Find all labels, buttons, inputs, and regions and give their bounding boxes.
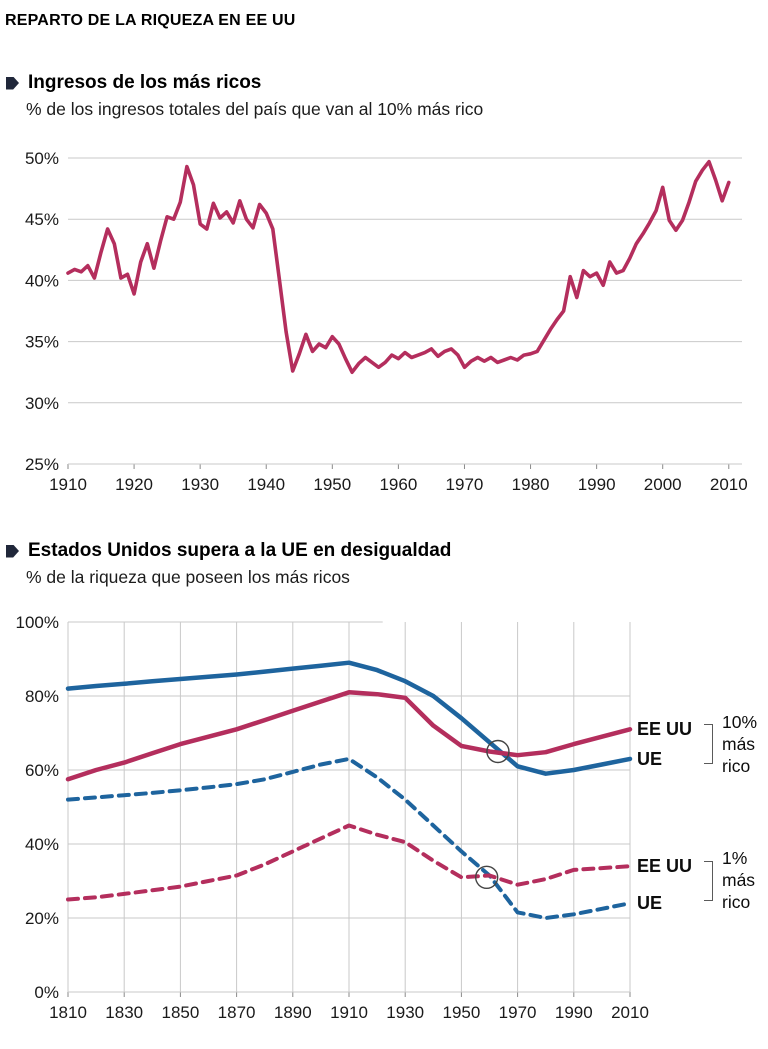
x-tick-label: 1890 (274, 1003, 312, 1022)
wealth-comparison-chart-container: 0% 20% 40% 60% 80% 100% 1810 1830 1850 1870 1890 19… (0, 610, 768, 1030)
x-tick-label: 1930 (386, 1003, 424, 1022)
y-tick-label: 40% (25, 271, 59, 290)
y-tick-label: 80% (25, 687, 59, 706)
y-tick-label: 20% (25, 909, 59, 928)
x-tick-label: 1910 (49, 475, 87, 494)
series-line-top10-wealth-ue (65, 660, 633, 776)
section-1-header: Ingresos de los más ricos (6, 72, 768, 94)
series-line-top1-wealth-eeuu (66, 823, 632, 902)
x-tick-label: 1920 (115, 475, 153, 494)
legend-top10-group-label: 10% más rico (722, 712, 758, 776)
x-tick-label: 1910 (330, 1003, 368, 1022)
legend-top10-ue-label: UE (637, 749, 663, 769)
x-tick-label: 2010 (710, 475, 748, 494)
x-tick-label: 2010 (611, 1003, 649, 1022)
section-2-title: Estados Unidos supera a la UE en desigua… (28, 540, 452, 561)
y-tick-label: 30% (25, 394, 59, 413)
x-tick-label: 1970 (446, 475, 484, 494)
series-line-top10-income-us (66, 159, 731, 374)
x-tick-label: 1810 (49, 1003, 87, 1022)
section-2-header: Estados Unidos supera a la UE en desigua… (6, 540, 768, 562)
x-tick-label: 1930 (181, 475, 219, 494)
legend-top1-ue-label: UE (637, 893, 663, 913)
y-tick-label: 0% (34, 983, 59, 1002)
y-tick-label: 60% (25, 761, 59, 780)
top10-income-share-chart: 25% 30% 35% 40% 45% 50% 1910 1920 1930 1940 1950 19… (25, 149, 748, 494)
legend-top10-bracket (704, 724, 713, 764)
x-tick-label: 1940 (247, 475, 285, 494)
y-tick-label: 40% (25, 835, 59, 854)
legend-top1-eeuu-label: EE UU (637, 856, 693, 876)
y-tick-label: 45% (25, 210, 59, 229)
y-tick-label: 35% (25, 333, 59, 352)
section-1-title: Ingresos de los más ricos (28, 72, 262, 93)
wealth-comparison-chart: 0% 20% 40% 60% 80% 100% 1810 1830 1850 1870 1890 19… (16, 613, 649, 1022)
legend-top1-bracket (704, 861, 713, 901)
crossing-highlight-circle (474, 865, 499, 889)
arrow-bullet-icon (6, 544, 19, 558)
x-tick-label: 1950 (313, 475, 351, 494)
legend-top1-group-label: 1% más rico (722, 848, 756, 912)
x-tick-label: 1990 (578, 475, 616, 494)
y-tick-label: 25% (25, 455, 59, 474)
x-tick-label: 1870 (218, 1003, 256, 1022)
x-tick-label: 1990 (555, 1003, 593, 1022)
x-tick-label: 1960 (379, 475, 417, 494)
x-tick-label: 1830 (105, 1003, 143, 1022)
series-line-top1-wealth-ue (66, 756, 632, 920)
y-tick-label: 100% (16, 613, 59, 632)
page-title: REPARTO DE LA RIQUEZA EN EE UU (5, 12, 296, 29)
section-2-subtitle: % de la riqueza que poseen los más ricos (26, 567, 350, 587)
series-line-top10-wealth-eeuu (65, 690, 633, 782)
y-tick-label: 50% (25, 149, 59, 168)
crossing-highlight-circle (486, 739, 510, 764)
x-tick-label: 1850 (161, 1003, 199, 1022)
x-tick-label: 2000 (644, 475, 682, 494)
x-tick-label: 1970 (499, 1003, 537, 1022)
x-tick-label: 1980 (512, 475, 550, 494)
x-tick-label: 1950 (442, 1003, 480, 1022)
legend-top10-eeuu-label: EE UU (637, 719, 693, 739)
arrow-bullet-icon (6, 76, 19, 90)
section-1-subtitle: % de los ingresos totales del país que v… (26, 99, 484, 119)
